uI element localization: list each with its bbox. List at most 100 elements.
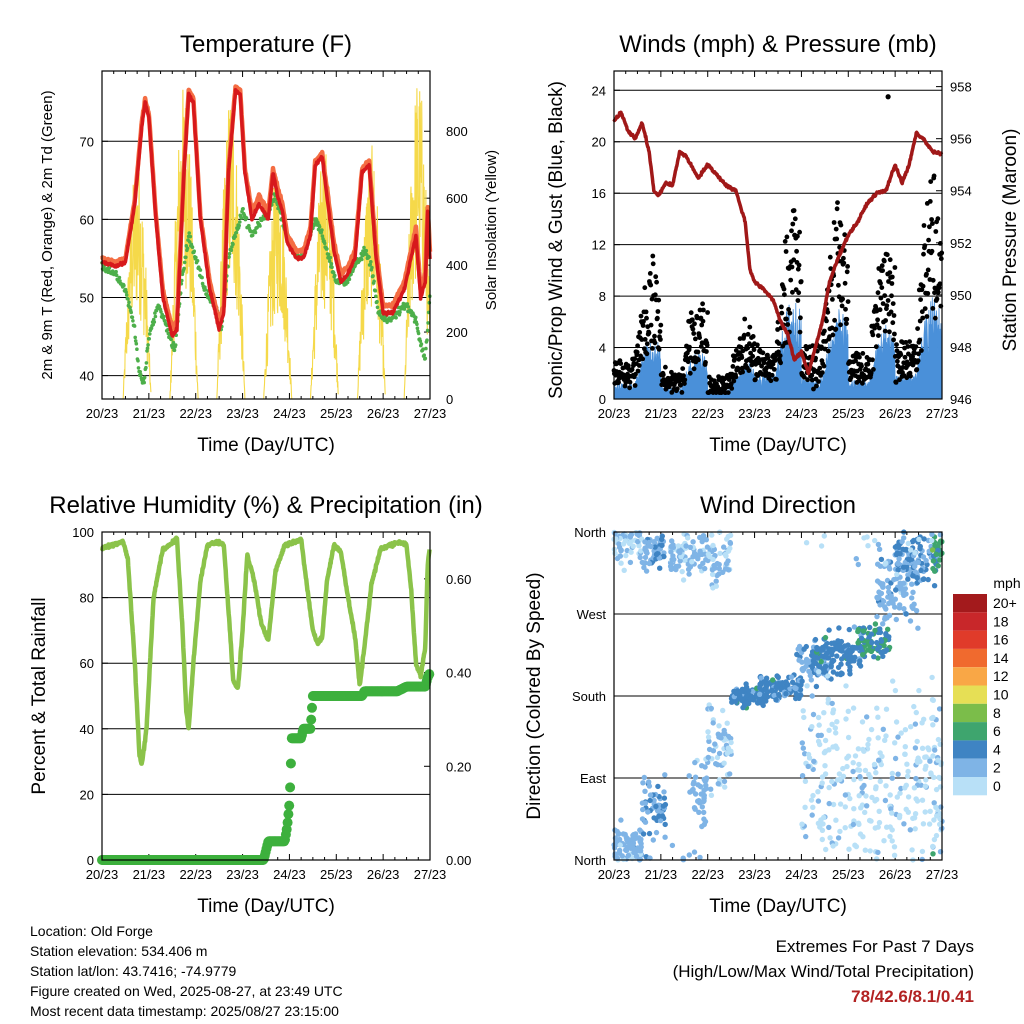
legend-swatch (953, 758, 987, 777)
direction-point (821, 710, 827, 716)
gust-point (688, 355, 694, 361)
gust-point (745, 331, 751, 337)
direction-point (825, 700, 831, 706)
gust-point (725, 390, 731, 395)
dewpoint-point (418, 339, 423, 343)
gust-point (917, 337, 923, 343)
direction-point (858, 645, 864, 651)
y2-axis-label: Station Pressure (Maroon) (1000, 129, 1021, 352)
dewpoint-point (154, 308, 159, 313)
direction-point (901, 821, 907, 827)
direction-point (710, 720, 716, 726)
gust-point (644, 351, 650, 357)
dewpoint-point (227, 251, 232, 256)
direction-point (816, 646, 822, 652)
gust-point (730, 364, 736, 369)
direction-point (912, 569, 919, 575)
direction-point (662, 821, 668, 828)
direction-point (670, 553, 676, 559)
gust-point (834, 236, 840, 242)
gust-point (915, 326, 920, 331)
dewpoint-point (147, 337, 151, 341)
dewpoint-point (131, 319, 135, 323)
dewpoint-point (326, 252, 331, 257)
x-axis-label: Time (Day/UTC) (709, 435, 847, 456)
direction-point (617, 553, 624, 559)
x-tick-label: 27/23 (414, 406, 447, 421)
direction-point (861, 748, 867, 754)
direction-point (883, 783, 889, 789)
gust-point (642, 337, 648, 342)
dewpoint-point (184, 255, 188, 260)
direction-point (912, 550, 918, 556)
direction-point (852, 842, 858, 848)
extremes-title: Extremes For Past 7 Days (775, 937, 974, 956)
panel-2: Winds (mph) & Pressure (mb) 0 4 8 12 16 20 24 20… (546, 31, 1021, 456)
direction-point (874, 578, 881, 584)
direction-point (637, 827, 643, 833)
direction-point (637, 838, 643, 845)
direction-point (866, 771, 872, 778)
dewpoint-point (142, 375, 147, 380)
gust-point (924, 271, 929, 277)
direction-point (930, 753, 936, 759)
direction-point (857, 658, 863, 664)
gust-point (827, 254, 833, 260)
direction-point (863, 793, 869, 799)
direction-point (709, 532, 715, 538)
gust-point (750, 334, 756, 339)
direction-point (935, 563, 941, 569)
gust-point (801, 374, 807, 380)
series-pressure (612, 110, 944, 376)
gust-point (697, 307, 703, 313)
dewpoint-point (188, 234, 193, 239)
dewpoint-point (250, 233, 255, 237)
direction-point (931, 817, 937, 823)
dewpoint-point (398, 310, 402, 315)
direction-point (705, 734, 712, 740)
gust-point (618, 361, 624, 366)
direction-point (840, 765, 846, 772)
direction-point (796, 643, 803, 650)
gust-point (875, 317, 880, 323)
dewpoint-point (375, 299, 379, 304)
gust-point (776, 341, 782, 346)
direction-point (891, 844, 898, 850)
gust-point (843, 306, 848, 312)
direction-point (892, 740, 898, 746)
gust-point (784, 234, 790, 240)
elevation-text: Station elevation: 534.406 m (30, 943, 208, 959)
direction-point (895, 567, 901, 573)
direction-point (794, 692, 800, 698)
direction-point (937, 821, 943, 827)
direction-point (826, 627, 832, 633)
direction-point (799, 678, 805, 684)
location-text: Location: Old Forge (30, 923, 153, 939)
direction-point (794, 651, 800, 658)
gust-point (682, 377, 688, 383)
legend-swatch (953, 667, 987, 686)
created-text: Figure created on Wed, 2025-08-27, at 23… (30, 983, 343, 999)
direction-point (701, 787, 707, 794)
direction-point (800, 745, 806, 751)
direction-point (725, 548, 732, 554)
direction-point (895, 561, 901, 567)
gust-point (905, 344, 911, 349)
dewpoint-point (114, 273, 119, 278)
plot-border (101, 531, 431, 861)
x-tick-label: 22/23 (179, 867, 212, 882)
direction-point (679, 568, 685, 575)
direction-point (699, 763, 705, 769)
direction-point (893, 551, 900, 558)
direction-point (935, 736, 942, 743)
gust-point (640, 356, 646, 362)
gust-point (873, 344, 879, 350)
direction-point (887, 824, 893, 830)
gust-point (660, 372, 666, 378)
dewpoint-point (415, 326, 420, 331)
gust-point (731, 378, 737, 384)
direction-point (887, 792, 893, 798)
direction-point (903, 806, 909, 812)
gust-point (821, 363, 827, 369)
gust-point (755, 342, 760, 348)
